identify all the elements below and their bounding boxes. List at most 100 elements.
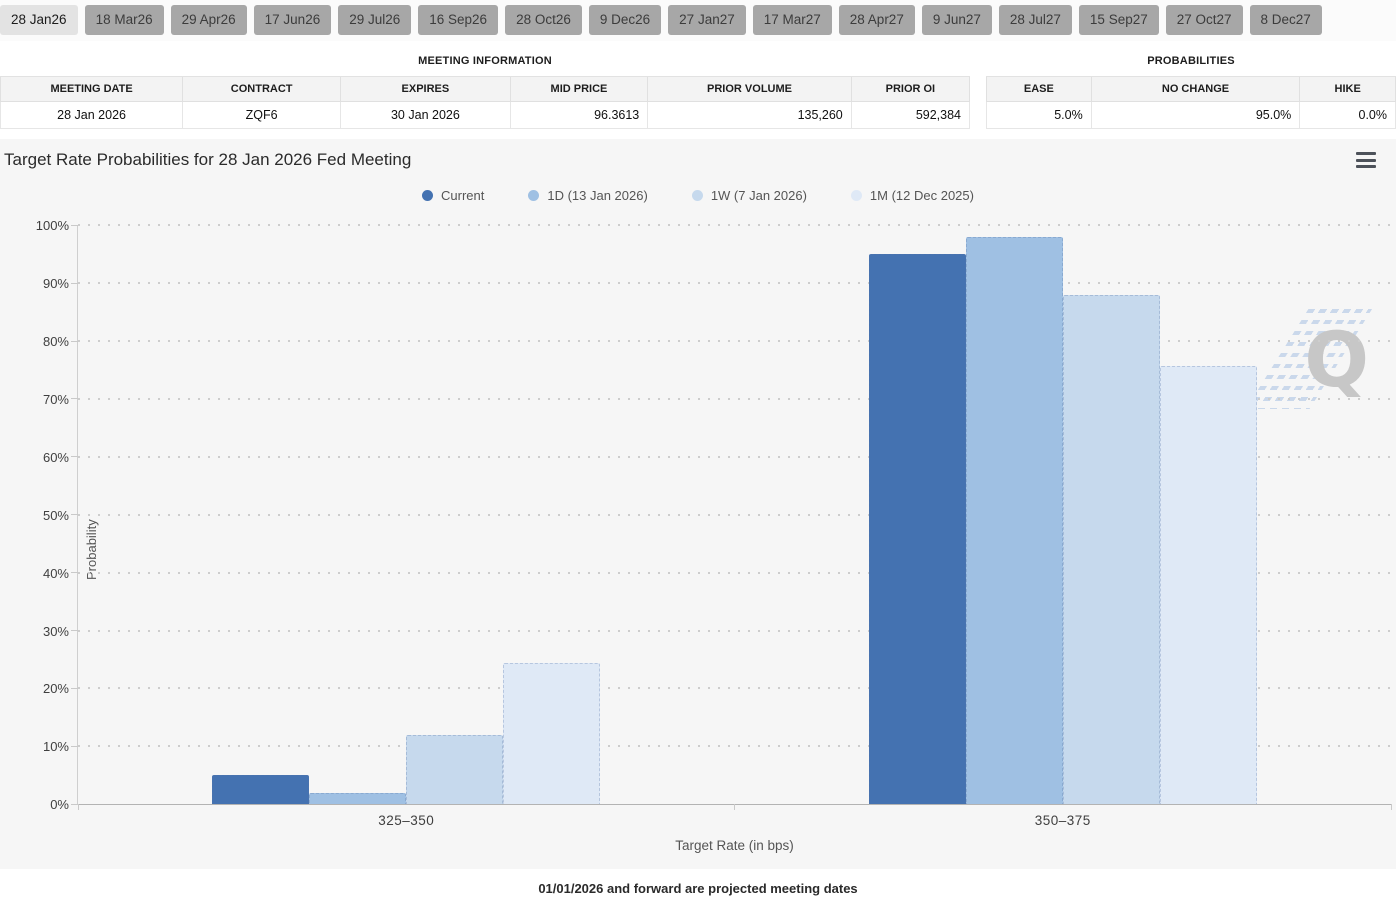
target-rate-chart: Target Rate Probabilities for 28 Jan 202… [0, 139, 1396, 870]
probabilities-cell: 0.0% [1299, 101, 1396, 130]
meeting-information-header-row: MEETING DATE CONTRACT EXPIRES MID PRICE PRIO… [0, 77, 971, 103]
legend-item-1d[interactable]: 1D (13 Jan 2026) [528, 188, 648, 204]
x-axis-tick [734, 804, 735, 811]
y-axis-tick-label: 0% [50, 797, 69, 813]
meeting-information-col-header: CONTRACT [182, 77, 342, 103]
bar-group-350-375 [735, 225, 1392, 805]
probabilities-col-header: HIKE [1299, 77, 1396, 103]
date-tab-17-jun26[interactable]: 17 Jun26 [253, 5, 332, 36]
y-axis-tick [71, 398, 78, 400]
legend-item-1w[interactable]: 1W (7 Jan 2026) [691, 188, 807, 204]
date-tab-28-apr27[interactable]: 28 Apr27 [838, 5, 915, 36]
date-tab-8-dec27[interactable]: 8 Dec27 [1249, 5, 1322, 36]
y-axis-tick-label: 100% [35, 218, 69, 234]
bar-group-325-350 [78, 225, 735, 805]
date-tab-28-jul27[interactable]: 28 Jul27 [998, 5, 1072, 36]
y-axis-tick-label: 60% [42, 449, 69, 465]
date-tab-29-jul26[interactable]: 29 Jul26 [338, 5, 412, 36]
date-tab-28-jan26[interactable]: 28 Jan26 [0, 5, 78, 36]
date-tab-17-mar27[interactable]: 17 Mar27 [752, 5, 832, 36]
y-axis-tick [71, 630, 78, 631]
gridline [78, 571, 1391, 574]
x-axis-category-label: 325–350 [378, 813, 435, 829]
legend-item-1m[interactable]: 1M (12 Dec 2025) [850, 188, 974, 204]
meeting-information-cell: 96.3613 [509, 101, 649, 130]
x-axis-tick [1390, 804, 1392, 811]
y-axis-tick [71, 572, 78, 574]
gridline [78, 513, 1391, 516]
probabilities-header-row: EASE NO CHANGE HIKE [986, 77, 1396, 103]
bar-1d-350-375[interactable] [965, 236, 1063, 805]
chart-menu-icon[interactable] [1356, 152, 1376, 169]
y-axis-tick-label: 30% [42, 623, 69, 639]
y-axis-tick [71, 340, 78, 342]
date-tab-15-sep27[interactable]: 15 Sep27 [1078, 5, 1159, 36]
probabilities-title: PROBABILITIES [986, 47, 1396, 78]
bar-1w-325-350[interactable] [406, 734, 504, 805]
meeting-information-title: MEETING INFORMATION [0, 47, 970, 78]
y-axis-tick [71, 224, 78, 226]
legend-dot-icon [528, 190, 540, 202]
probabilities-cell: 95.0% [1090, 101, 1301, 130]
gridline [78, 224, 1391, 227]
y-axis-tick-label: 80% [42, 334, 69, 349]
y-axis-tick [71, 745, 78, 747]
date-tab-9-jun27[interactable]: 9 Jun27 [921, 5, 992, 36]
y-axis-tick [71, 803, 78, 805]
probabilities-col-header: EASE [986, 77, 1092, 103]
date-tab-28-oct26[interactable]: 28 Oct26 [505, 5, 582, 36]
y-axis-tick-label: 10% [42, 739, 69, 755]
gridline [78, 340, 1391, 342]
meeting-information-cell: ZQF6 [182, 101, 342, 130]
y-axis-tick-label: 40% [42, 565, 69, 581]
chart-legend: Current 1D (13 Jan 2026) 1W (7 Jan 2026) 1M… [0, 188, 1396, 203]
y-axis-tick [71, 456, 78, 458]
bar-1w-350-375[interactable] [1062, 294, 1160, 805]
meeting-information-cell: 28 Jan 2026 [0, 101, 184, 130]
meeting-information-cell: 30 Jan 2026 [340, 101, 511, 130]
legend-label: 1M (12 Dec 2025) [869, 188, 974, 204]
meeting-information-cell: 135,260 [647, 101, 852, 130]
date-tab-16-sep26[interactable]: 16 Sep26 [418, 5, 499, 36]
legend-label: 1D (13 Jan 2026) [547, 188, 648, 204]
y-axis-tick-label: 70% [42, 391, 69, 407]
bar-1m-350-375[interactable] [1159, 366, 1257, 805]
y-axis-tick [71, 282, 78, 284]
chart-title: Target Rate Probabilities for 28 Jan 202… [4, 150, 412, 170]
date-tab-9-dec26[interactable]: 9 Dec26 [588, 5, 662, 36]
bar-1d-325-350[interactable] [309, 792, 407, 805]
gridline [78, 455, 1391, 458]
gridline [78, 397, 1391, 400]
meeting-information-col-header: PRIOR VOLUME [647, 77, 852, 103]
info-tables: MEETING INFORMATION MEETING DATE CONTRACT… [0, 41, 1396, 139]
meeting-information-cell: 592,384 [850, 101, 971, 130]
date-tab-29-apr26[interactable]: 29 Apr26 [170, 5, 247, 36]
y-axis-tick-label: 20% [42, 681, 69, 697]
date-tab-18-mar26[interactable]: 18 Mar26 [84, 5, 164, 36]
y-axis-tick-label: 90% [42, 276, 69, 292]
probabilities-cell: 5.0% [986, 101, 1092, 130]
date-tab-27-jan27[interactable]: 27 Jan27 [668, 5, 746, 36]
legend-dot-icon [850, 190, 862, 202]
y-axis-tick [71, 514, 78, 516]
legend-dot-icon [422, 190, 433, 202]
meeting-information-value-row: 28 Jan 2026 ZQF6 30 Jan 2026 96.3613 135,260… [0, 101, 971, 130]
date-tab-bar: 28 Jan26 18 Mar26 29 Apr26 17 Jun26 29 Jul26… [0, 0, 1396, 42]
gridline [78, 745, 1391, 748]
y-axis-tick-label: 50% [42, 507, 69, 523]
bar-current-325-350[interactable] [212, 775, 310, 805]
gridline [78, 282, 1391, 285]
date-tab-27-oct27[interactable]: 27 Oct27 [1165, 5, 1243, 36]
meeting-information-col-header: MEETING DATE [0, 77, 184, 103]
x-axis-tick [77, 804, 79, 811]
gridline [78, 629, 1391, 632]
plot-area: Probability Target Rate (in bps) Q 0% 10%… [36, 218, 1392, 853]
legend-item-current[interactable]: Current [422, 188, 484, 203]
projected-dates-note: 01/01/2026 and forward are projected mee… [538, 881, 858, 897]
bar-current-350-375[interactable] [868, 254, 966, 805]
legend-label: 1W (7 Jan 2026) [710, 188, 807, 204]
legend-dot-icon [691, 190, 703, 202]
meeting-information-table: MEETING INFORMATION MEETING DATE CONTRACT… [0, 47, 971, 130]
bar-1m-325-350[interactable] [503, 662, 601, 805]
meeting-information-col-header: PRIOR OI [850, 77, 971, 103]
